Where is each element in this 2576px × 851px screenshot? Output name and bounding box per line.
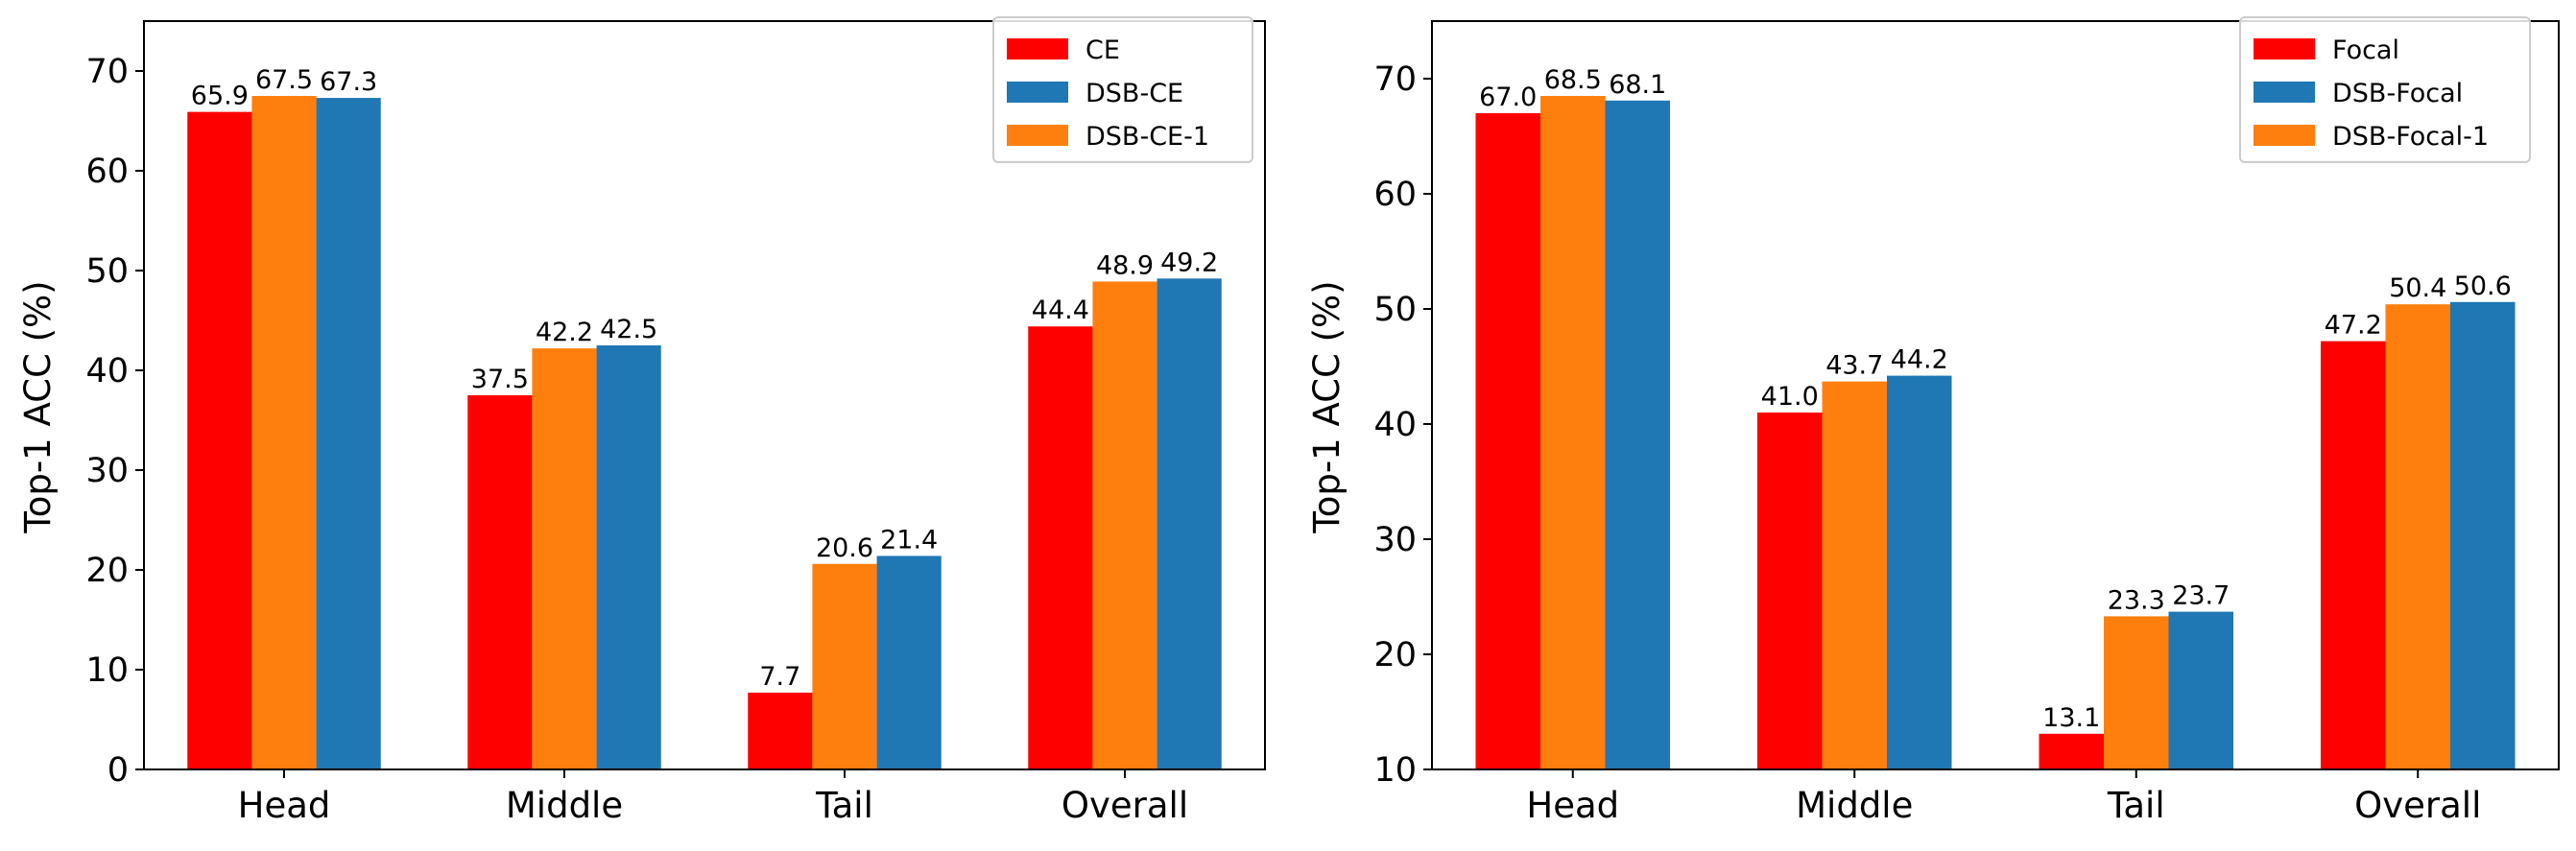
data-label: 44.2 <box>1891 345 1948 375</box>
legend-swatch-dsb-focal-1 <box>2254 125 2315 146</box>
legend-label: DSB-CE <box>1085 79 1183 108</box>
x-tick-label: Overall <box>2354 785 2481 826</box>
bar-dsb-focal-1-middle <box>1822 381 1888 769</box>
bar-dsb-focal-tail <box>2168 611 2234 769</box>
data-label: 47.2 <box>2325 311 2382 341</box>
bar-dsb-ce-tail <box>876 556 942 769</box>
y-tick-label: 60 <box>85 153 129 191</box>
y-tick-label: 20 <box>85 552 129 590</box>
data-label: 65.9 <box>191 82 249 111</box>
y-tick-label: 60 <box>1373 176 1417 214</box>
bar-dsb-focal-1-overall <box>2385 304 2451 769</box>
bar-dsb-ce-1-tail <box>812 563 877 769</box>
y-axis-label: Top-1 ACC (%) <box>17 280 59 533</box>
x-tick-label: Tail <box>815 785 873 826</box>
bar-focal-middle <box>1756 413 1823 769</box>
plot-frame <box>1431 20 2560 770</box>
bar-ce-tail <box>748 692 813 769</box>
bar-dsb-ce-head <box>316 98 381 769</box>
y-tick-label: 10 <box>85 651 129 690</box>
legend-swatch-dsb-ce <box>1007 82 1068 103</box>
legend-label: Focal <box>2332 35 2399 65</box>
data-label: 44.4 <box>1032 295 1089 325</box>
legend-swatch-dsb-focal <box>2254 82 2315 103</box>
legend: CE DSB-CE DSB-CE-1 <box>992 16 1253 163</box>
legend-label: DSB-Focal <box>2332 79 2463 108</box>
data-label: 21.4 <box>880 525 938 555</box>
y-tick-label: 40 <box>1373 406 1417 444</box>
bar-focal-head <box>1475 113 1540 769</box>
data-label: 50.6 <box>2454 272 2512 301</box>
data-label: 42.2 <box>536 318 593 347</box>
bar-ce-overall <box>1028 326 1093 769</box>
data-label: 37.5 <box>471 365 529 394</box>
y-tick-label: 10 <box>1373 751 1417 790</box>
data-label: 13.1 <box>2042 703 2100 733</box>
x-tick-label: Head <box>238 785 331 826</box>
y-axis-label: Top-1 ACC (%) <box>1306 280 1348 533</box>
bar-dsb-ce-middle <box>596 345 661 769</box>
data-label: 68.1 <box>1609 70 1666 100</box>
legend-swatch-dsb-ce-1 <box>1007 125 1068 146</box>
y-tick-label: 0 <box>107 751 129 790</box>
legend: Focal DSB-Focal DSB-Focal-1 <box>2239 16 2531 163</box>
bar-ce-middle <box>467 395 533 769</box>
y-tick-label: 30 <box>1373 521 1417 559</box>
x-tick-label: Middle <box>1796 785 1913 826</box>
data-label: 67.0 <box>1479 83 1537 112</box>
legend-label: CE <box>1085 35 1120 65</box>
x-tick-label: Tail <box>2107 785 2165 826</box>
x-tick-label: Overall <box>1061 785 1188 826</box>
y-tick-label: 70 <box>1373 60 1417 99</box>
legend-swatch-ce <box>1007 38 1068 59</box>
data-label: 49.2 <box>1160 248 1218 277</box>
bar-dsb-ce-1-overall <box>1092 281 1157 769</box>
plot-frame <box>143 20 1266 770</box>
y-tick-label: 40 <box>85 352 129 390</box>
bar-dsb-focal-overall <box>2450 301 2516 769</box>
y-tick-label: 50 <box>85 252 129 291</box>
bar-focal-tail <box>2039 733 2104 769</box>
data-label: 48.9 <box>1096 250 1154 280</box>
bar-dsb-focal-head <box>1605 100 1671 770</box>
data-label: 43.7 <box>1825 351 1883 381</box>
bar-dsb-ce-1-head <box>251 96 317 769</box>
legend-label: DSB-CE-1 <box>1085 122 1209 152</box>
data-label: 42.5 <box>600 315 657 344</box>
y-tick-label: 30 <box>85 452 129 490</box>
y-tick-label: 50 <box>1373 291 1417 329</box>
y-tick-label: 20 <box>1373 636 1417 674</box>
bar-dsb-focal-1-head <box>1540 96 1606 769</box>
x-tick-label: Head <box>1526 785 1619 826</box>
chart-panel-1: 65.9 37.5 7.7 44.4 67.5 42.2 20.6 48.9 67.3 42.5 2… <box>17 16 1266 826</box>
data-label: 68.5 <box>1544 65 1602 95</box>
x-tick-label: Middle <box>506 785 623 826</box>
legend-swatch-focal <box>2254 38 2315 59</box>
data-label: 50.4 <box>2389 273 2446 303</box>
y-tick-label: 70 <box>85 53 129 91</box>
legend-label: DSB-Focal-1 <box>2332 122 2489 152</box>
data-label: 7.7 <box>759 662 800 692</box>
bar-dsb-focal-1-tail <box>2104 616 2169 769</box>
data-label: 67.3 <box>320 67 377 97</box>
bar-focal-overall <box>2320 341 2386 769</box>
chart-panel-2: 67.0 41.0 13.1 47.2 68.5 43.7 23.3 50.4 68.1 44.2… <box>1306 16 2560 826</box>
data-label: 41.0 <box>1761 382 1819 412</box>
data-label: 23.7 <box>2172 581 2230 611</box>
bar-dsb-ce-overall <box>1157 278 1222 769</box>
bar-ce-head <box>187 111 252 769</box>
bar-dsb-ce-1-middle <box>532 348 597 769</box>
data-label: 67.5 <box>255 65 313 95</box>
data-label: 20.6 <box>816 533 873 563</box>
bar-dsb-focal-middle <box>1887 375 1952 769</box>
data-label: 23.3 <box>2108 585 2165 615</box>
